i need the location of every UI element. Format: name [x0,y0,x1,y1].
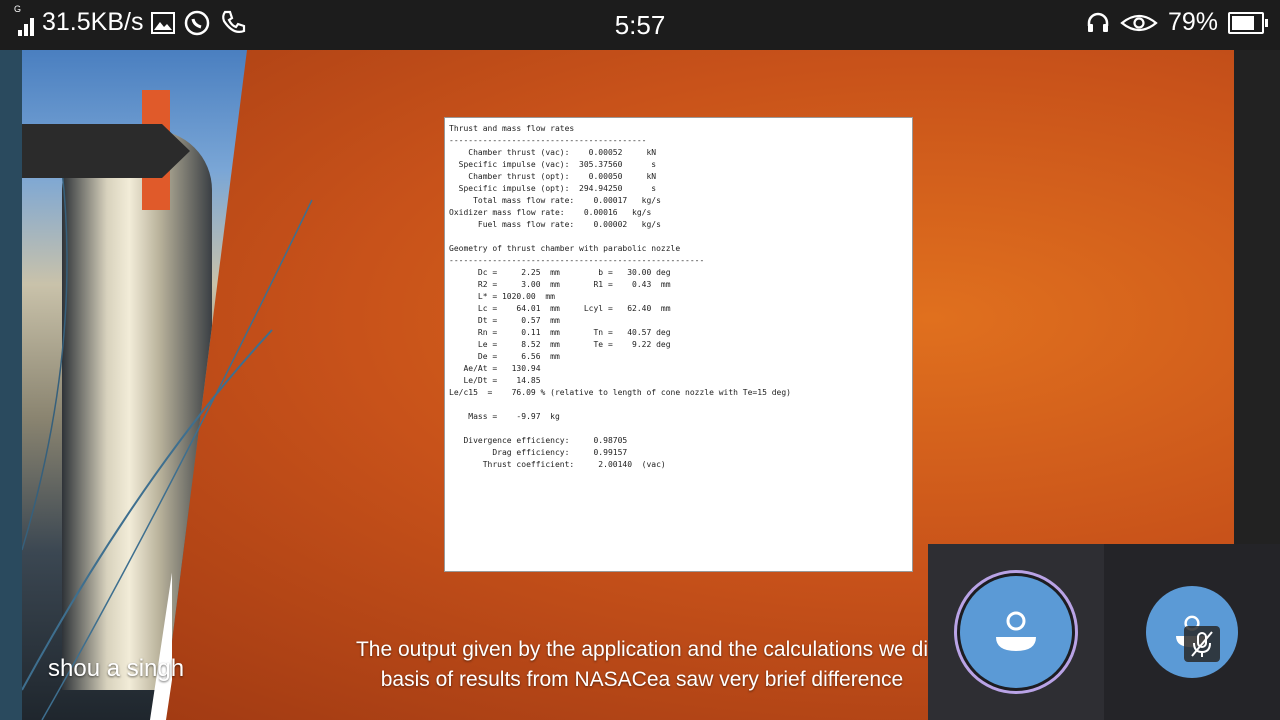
status-right: 79% [1086,8,1268,37]
signal-icon: G [14,4,34,36]
slide-caption: The output given by the application and … [262,635,1022,695]
battery-percent: 79% [1167,8,1218,36]
image-icon [151,11,176,34]
network-type: G [14,3,22,14]
left-edge-strip [0,50,22,720]
whatsapp-icon [185,10,210,35]
application-output-window: Thrust and mass flow rates -------------… [444,117,913,572]
user-avatar-icon [996,611,1036,651]
caption-line-1: The output given by the application and … [355,638,929,661]
battery-icon [1228,11,1268,34]
caption-line-2: basis of results from NASACea saw very b… [380,668,904,691]
phone-icon [222,10,246,33]
participant-tile-self[interactable] [928,544,1104,720]
status-left: G 31.5KB/s [14,4,247,37]
avatar [960,576,1072,688]
output-text: Thrust and mass flow rates -------------… [449,124,791,469]
network-speed: 31.5KB/s [42,8,144,36]
mic-muted-icon[interactable] [1184,626,1220,662]
slide-tab-marker [22,124,190,178]
headset-icon [1087,12,1109,32]
participant-panel [928,544,1280,720]
presenter-name: shou a singh [48,655,185,682]
eye-icon [1120,14,1158,31]
status-bar: G 31.5KB/s 5:57 79% [0,0,1280,50]
participant-tile-other[interactable] [1104,544,1280,720]
decorative-curves [22,169,313,720]
clock: 5:57 [614,10,666,40]
